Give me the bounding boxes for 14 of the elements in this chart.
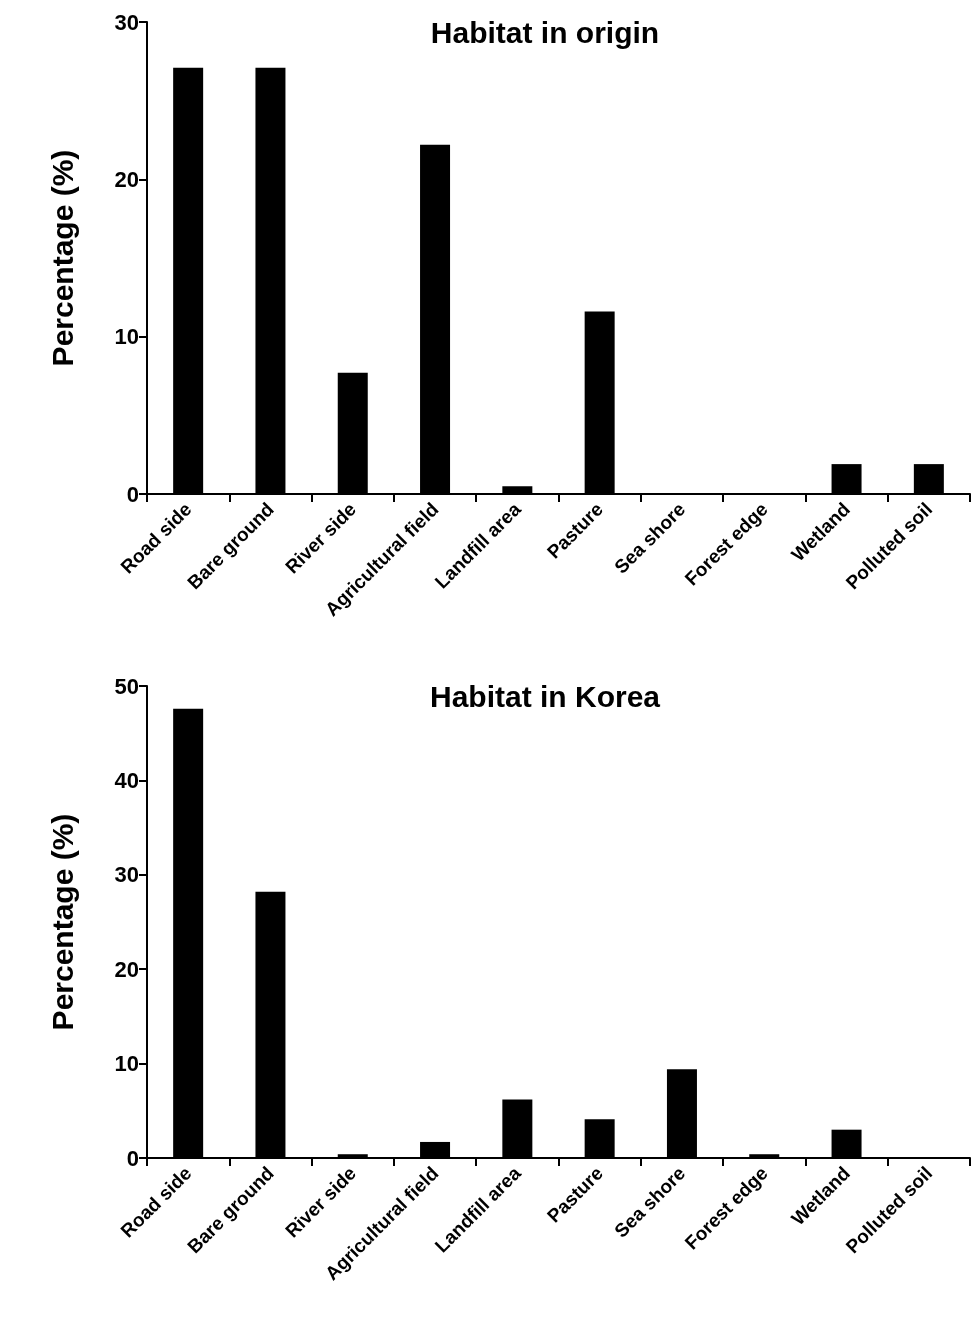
chart-title: Habitat in Korea (429, 679, 661, 713)
y-tick-label: 20 (114, 166, 139, 192)
y-tick-label: 10 (114, 324, 139, 350)
y-axis-title: Percentage (%) (45, 813, 79, 1031)
y-tick-label: 0 (126, 1145, 139, 1171)
y-tick-label: 10 (114, 1051, 139, 1077)
y-tick-label: 50 (114, 673, 139, 699)
y-tick-label: 20 (114, 956, 139, 982)
y-axis-title: Percentage (%) (45, 149, 79, 367)
y-tick-label: 30 (114, 862, 139, 888)
chart-title: Habitat in origin (430, 15, 660, 49)
y-tick-label: 0 (126, 481, 139, 507)
y-tick-label: 30 (114, 9, 139, 35)
y-tick-label: 40 (114, 767, 139, 793)
